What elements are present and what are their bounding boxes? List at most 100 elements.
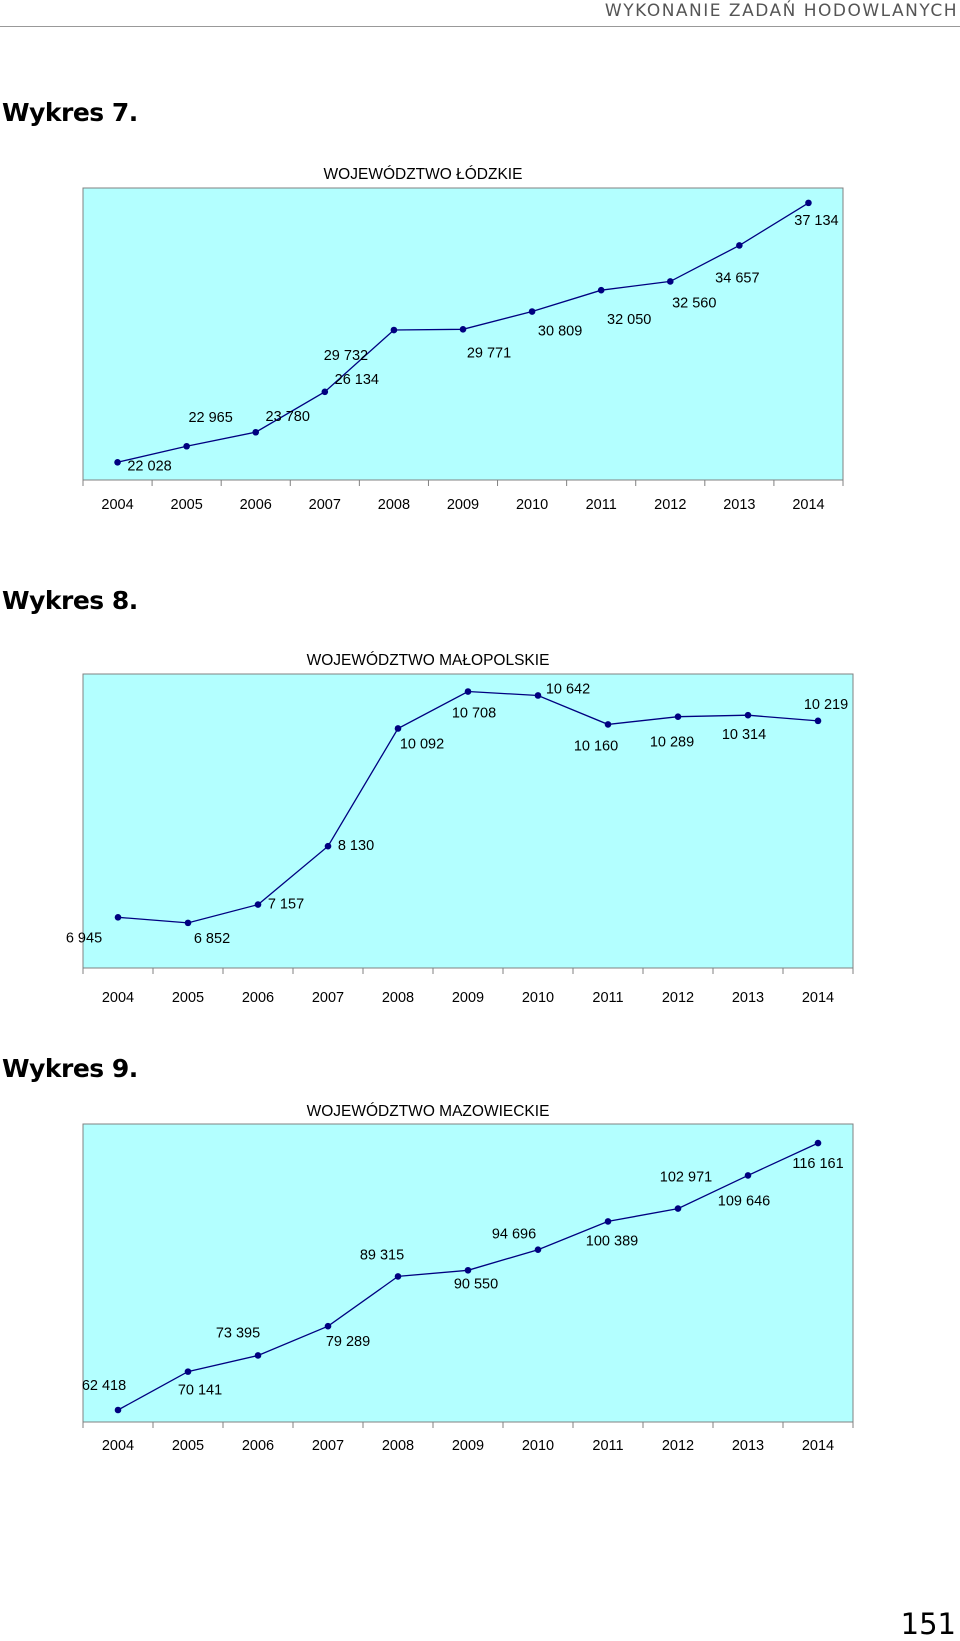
plot-area — [82, 187, 844, 481]
data-point — [744, 1172, 752, 1179]
x-tick-label: 2011 — [592, 990, 623, 1006]
data-label: 8 130 — [338, 838, 374, 854]
x-tick-label: 2008 — [378, 497, 410, 513]
x-tick-label: 2014 — [792, 497, 824, 513]
x-tick-label: 2006 — [242, 990, 274, 1006]
data-label: 79 289 — [326, 1334, 370, 1350]
data-label: 62 418 — [82, 1378, 126, 1394]
data-point — [324, 1322, 332, 1330]
data-point — [674, 1205, 682, 1212]
x-tick-label: 2014 — [802, 990, 834, 1006]
figure-caption-8: Wykres 8. — [2, 586, 138, 615]
data-point — [254, 901, 262, 908]
x-tick-label: 2008 — [382, 990, 414, 1006]
data-point — [459, 326, 467, 333]
data-label: 10 289 — [650, 735, 694, 751]
x-tick-label: 2012 — [662, 990, 694, 1006]
x-tick-label: 2009 — [452, 990, 484, 1006]
chart-malopolskie-svg: WOJEWÓDZTWO MAŁOPOLSKIE 2004 2005 2006 2007 2… — [66, 652, 854, 1006]
data-point — [814, 1139, 822, 1147]
data-point — [534, 1246, 542, 1253]
x-tick-label: 2005 — [171, 497, 203, 513]
x-tick-label: 2011 — [586, 497, 617, 513]
x-tick-label: 2005 — [172, 990, 204, 1006]
chart-mazowieckie: WOJEWÓDZTWO MAZOWIECKIE 2004 2005 2006 2007 2… — [0, 1094, 960, 1514]
data-label: 32 560 — [672, 295, 716, 311]
data-label: 7 157 — [268, 897, 304, 913]
data-label: 109 646 — [718, 1193, 770, 1209]
data-label: 10 092 — [400, 736, 444, 752]
data-label: 94 696 — [492, 1227, 536, 1243]
data-point — [114, 1406, 122, 1414]
plot-area — [82, 673, 854, 969]
data-point — [394, 725, 402, 732]
data-label: 6 945 — [66, 930, 102, 946]
x-tick-label: 2012 — [654, 497, 686, 513]
data-point — [321, 388, 329, 396]
x-tick-label: 2010 — [522, 990, 554, 1006]
data-point — [114, 459, 121, 466]
data-label: 22 028 — [127, 458, 171, 474]
x-tick-label: 2006 — [242, 1438, 274, 1454]
data-point — [184, 1368, 192, 1375]
header-divider — [0, 26, 960, 27]
figure-caption-7: Wykres 7. — [2, 98, 138, 127]
data-label: 37 134 — [794, 213, 838, 229]
x-tick-label: 2009 — [447, 497, 479, 513]
x-tick-label: 2011 — [592, 1438, 623, 1454]
data-point — [736, 242, 743, 249]
x-tick-label: 2004 — [102, 1438, 134, 1454]
chart-mazowieckie-svg: WOJEWÓDZTWO MAZOWIECKIE 2004 2005 2006 2007 2… — [82, 1103, 854, 1454]
data-point — [604, 721, 612, 728]
data-label: 29 732 — [324, 348, 368, 364]
data-point — [528, 308, 536, 315]
x-tick-label: 2010 — [522, 1438, 554, 1454]
data-label: 100 389 — [586, 1233, 638, 1249]
page-number: 151 — [900, 1607, 956, 1641]
data-label: 10 219 — [804, 697, 848, 713]
x-tick-label: 2013 — [732, 990, 764, 1006]
x-tick-label: 2014 — [802, 1438, 834, 1454]
data-point — [744, 711, 752, 719]
chart-lodzkie: WOJEWÓDZTWO ŁÓDZKIE 2004 2005 2006 2007 2008 2… — [0, 140, 960, 540]
x-tick-label: 2007 — [309, 497, 341, 513]
x-tick-label: 2008 — [382, 1438, 414, 1454]
chart-title: WOJEWÓDZTWO ŁÓDZKIE — [324, 166, 523, 183]
data-label: 73 395 — [216, 1325, 260, 1341]
x-tick-label: 2013 — [723, 497, 755, 513]
chart-malopolskie: WOJEWÓDZTWO MAŁOPOLSKIE 2004 2005 2006 2007 2… — [0, 626, 960, 1046]
chart-title: WOJEWÓDZTWO MAZOWIECKIE — [307, 1103, 550, 1120]
data-point — [814, 717, 822, 725]
data-point — [252, 428, 260, 436]
data-label: 6 852 — [194, 931, 230, 947]
data-label: 22 965 — [188, 410, 232, 426]
data-point — [114, 914, 122, 921]
data-label: 10 160 — [574, 738, 618, 754]
data-label: 10 642 — [546, 681, 590, 697]
page-header: WYKONANIE ZADAŃ HODOWLANYCH — [0, 0, 960, 28]
x-tick-label: 2009 — [452, 1438, 484, 1454]
x-tick-label: 2007 — [312, 990, 344, 1006]
x-tick-label: 2004 — [101, 497, 133, 513]
chart-title: WOJEWÓDZTWO MAŁOPOLSKIE — [307, 652, 550, 669]
figure-caption-9: Wykres 9. — [2, 1054, 138, 1083]
data-label: 70 141 — [178, 1383, 222, 1399]
data-label: 30 809 — [538, 324, 582, 340]
data-label: 89 315 — [360, 1247, 404, 1263]
data-label: 102 971 — [660, 1170, 712, 1186]
data-label: 34 657 — [715, 270, 759, 286]
data-point — [254, 1352, 262, 1359]
data-label: 116 161 — [792, 1156, 843, 1172]
data-point — [604, 1218, 612, 1225]
data-point — [464, 688, 472, 695]
data-point — [390, 326, 398, 334]
data-point — [183, 442, 190, 450]
data-point — [674, 713, 682, 720]
x-tick-label: 2012 — [662, 1438, 694, 1454]
data-label: 23 780 — [266, 409, 310, 425]
x-tick-label: 2007 — [312, 1438, 344, 1454]
data-point — [534, 692, 542, 699]
data-point — [464, 1266, 472, 1274]
data-point — [394, 1273, 402, 1280]
x-tick-label: 2013 — [732, 1438, 764, 1454]
